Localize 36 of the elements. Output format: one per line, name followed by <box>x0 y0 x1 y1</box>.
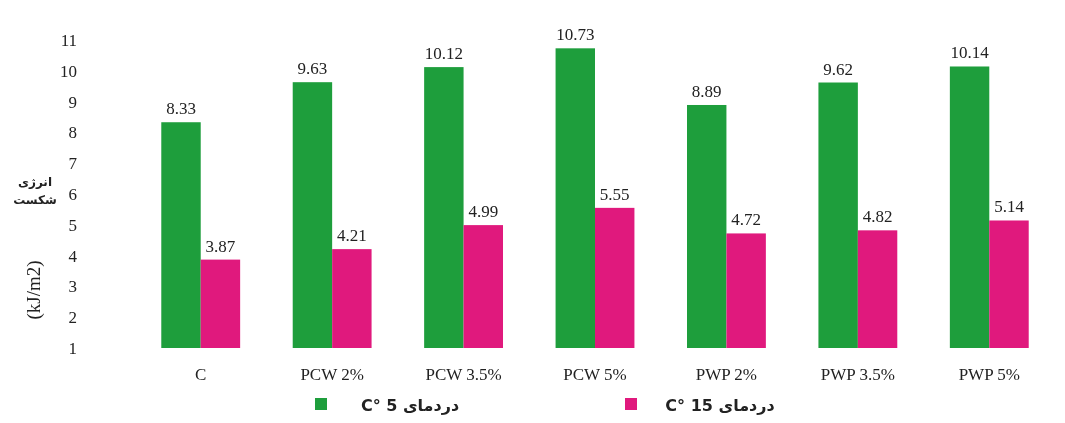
text: (kJ/m2) <box>23 260 45 320</box>
data-label: 10.14 <box>950 43 990 63</box>
y-tick-label: 8 <box>68 123 77 143</box>
y-axis-title: انرژی شکست <box>13 175 57 207</box>
x-tick-label: PWP 3.5% <box>820 365 895 384</box>
y-tick-label: 1 <box>68 338 77 358</box>
y-tick-label: 7 <box>68 154 78 174</box>
y-tick-label: 5 <box>68 215 77 235</box>
x-tick-label: C <box>195 365 207 384</box>
data-label: 5.55 <box>599 184 630 204</box>
y-tick-label: 6 <box>68 184 77 204</box>
data-label: 4.82 <box>862 207 893 227</box>
y-tick-label: 2 <box>68 308 77 328</box>
x-tick-label: PWP 2% <box>695 365 758 384</box>
y-tick-label: 9 <box>68 92 77 112</box>
legend-label: دردمای 15 °C <box>665 395 775 415</box>
x-tick-label: PCW 2% <box>300 365 364 384</box>
data-label: 9.62 <box>823 59 854 79</box>
y-tick-label: 10 <box>60 61 77 81</box>
x-tick-label: PWP 5% <box>958 365 1020 384</box>
data-label: 8.33 <box>166 99 196 119</box>
data-label: 4.72 <box>731 210 762 230</box>
data-label: 8.89 <box>691 81 722 101</box>
y-tick-label: 4 <box>68 246 78 266</box>
x-tick-label: PCW 3.5% <box>425 365 502 384</box>
data-label: 3.87 <box>205 236 236 256</box>
data-label: 10.12 <box>424 44 463 64</box>
y-tick-label: 3 <box>68 277 77 297</box>
data-label: 4.99 <box>468 202 499 222</box>
data-label: 9.63 <box>297 59 328 79</box>
legend-label: دردمای 5 °C <box>360 395 460 415</box>
x-tick-label: PCW 5% <box>563 365 627 384</box>
data-label: 10.73 <box>556 25 595 45</box>
y-tick-label: 11 <box>60 30 77 50</box>
data-label: 4.21 <box>336 226 367 246</box>
data-label: 5.14 <box>994 197 1025 217</box>
